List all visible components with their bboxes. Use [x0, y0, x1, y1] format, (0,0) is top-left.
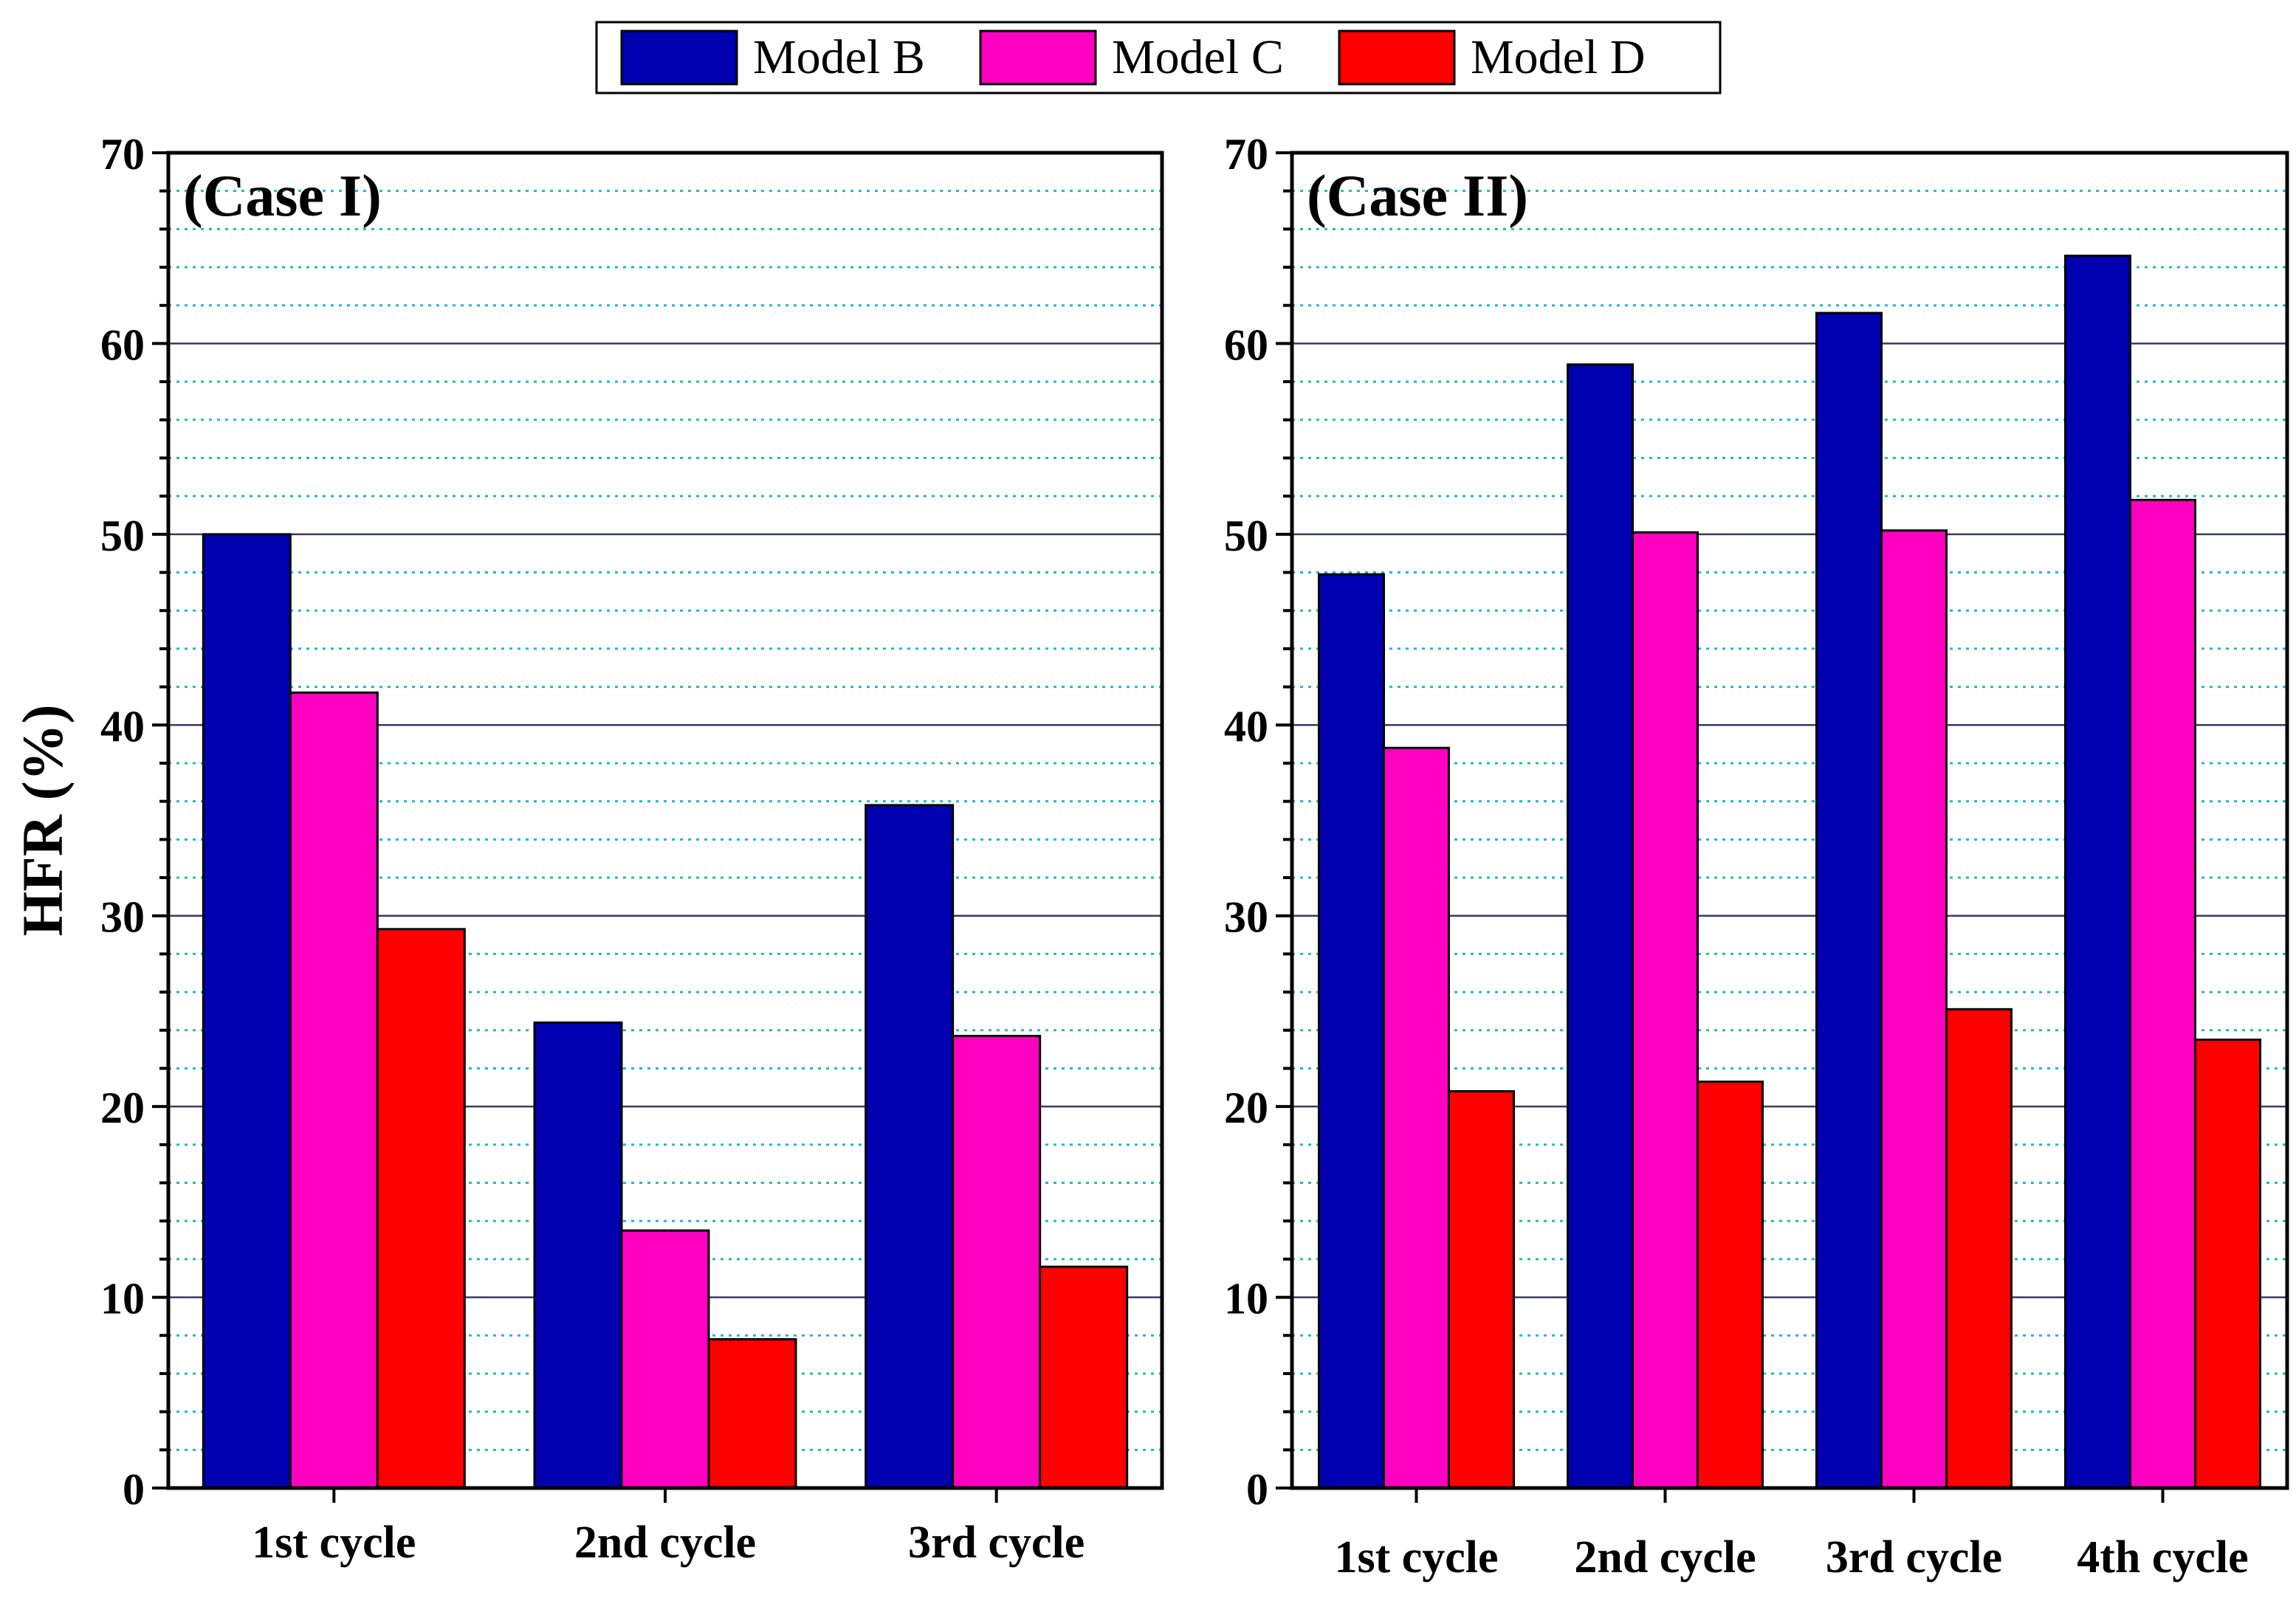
legend-label-model-d: Model D — [1471, 30, 1645, 84]
bar-model-b-4th-cycle — [2064, 255, 2131, 1489]
bar-model-d-2nd-cycle — [707, 1337, 797, 1489]
legend-box — [595, 21, 1722, 94]
bar-model-d-1st-cycle — [1448, 1089, 1515, 1489]
x-tick-label-1st-cycle: 1st cycle — [1334, 1532, 1498, 1582]
bar-model-d-1st-cycle — [376, 928, 466, 1489]
bar-model-c-1st-cycle — [289, 691, 379, 1489]
bar-model-c-3rd-cycle — [1880, 529, 1948, 1489]
y-tick-label: 20 — [1224, 1084, 1268, 1132]
y-tick-label: 20 — [100, 1084, 145, 1132]
bar-model-b-3rd-cycle — [865, 804, 955, 1489]
bar-model-d-3rd-cycle — [1945, 1008, 2013, 1489]
x-tick-label-1st-cycle: 1st cycle — [252, 1518, 416, 1568]
bar-model-b-1st-cycle — [202, 533, 292, 1489]
bar-model-b-2nd-cycle — [1567, 363, 1634, 1489]
chart-panel-2: 0 10 20 30 40 50 60 70 1st cycle 2nd cycle 3rd cyc… — [1224, 130, 2289, 1582]
y-tick-label: 40 — [1224, 702, 1268, 751]
bar-model-d-2nd-cycle — [1697, 1081, 1764, 1489]
bar-model-b-2nd-cycle — [533, 1021, 623, 1489]
x-tick-label-4th-cycle: 4th cycle — [2077, 1532, 2248, 1582]
y-tick-label: 60 — [100, 320, 145, 369]
y-tick-label: 70 — [100, 130, 145, 179]
legend-swatch-model-c — [979, 30, 1097, 86]
legend-swatch-model-b — [620, 30, 738, 86]
panel-label: (Case II) — [1307, 164, 1528, 229]
bar-model-d-3rd-cycle — [1039, 1265, 1129, 1489]
y-tick-label: 10 — [100, 1275, 145, 1323]
chart-panel-1: 0 10 20 30 40 50 60 70 1st cycle 2nd cycle 3rd cyc… — [10, 130, 1164, 1568]
bar-model-c-2nd-cycle — [1632, 531, 1699, 1489]
y-tick-label: 30 — [1224, 893, 1268, 942]
plot-frame — [1290, 151, 2289, 1490]
x-tick-label-2nd-cycle: 2nd cycle — [574, 1518, 756, 1568]
bar-model-c-2nd-cycle — [620, 1229, 710, 1489]
legend-label-model-c: Model C — [1112, 30, 1284, 84]
y-tick-label: 60 — [1224, 320, 1268, 369]
x-tick-label-3rd-cycle: 3rd cycle — [908, 1518, 1085, 1568]
legend-label-model-b: Model B — [753, 30, 925, 84]
bar-model-c-4th-cycle — [2129, 498, 2196, 1489]
y-tick-label: 0 — [123, 1465, 145, 1514]
y-tick-label: 70 — [1224, 130, 1268, 179]
bar-model-c-3rd-cycle — [952, 1035, 1042, 1489]
y-tick-label: 10 — [1224, 1275, 1268, 1323]
legend: Model B Model C Model D — [595, 21, 1722, 94]
bar-model-b-3rd-cycle — [1815, 311, 1883, 1489]
x-tick-label-3rd-cycle: 3rd cycle — [1826, 1532, 2002, 1582]
y-tick-label: 30 — [100, 893, 145, 942]
y-tick-label: 0 — [1246, 1465, 1268, 1514]
bar-model-d-4th-cycle — [2194, 1039, 2261, 1489]
legend-swatch-model-d — [1338, 30, 1456, 86]
y-tick-label: 50 — [1224, 512, 1268, 560]
y-tick-label: 40 — [100, 702, 145, 751]
y-tick-label: 50 — [100, 512, 145, 560]
bar-model-b-1st-cycle — [1318, 573, 1385, 1489]
y-axis-title: HFR (%) — [10, 704, 75, 936]
x-tick-label-2nd-cycle: 2nd cycle — [1574, 1532, 1756, 1582]
panel-label: (Case I) — [183, 164, 382, 229]
bar-model-c-1st-cycle — [1383, 746, 1450, 1489]
